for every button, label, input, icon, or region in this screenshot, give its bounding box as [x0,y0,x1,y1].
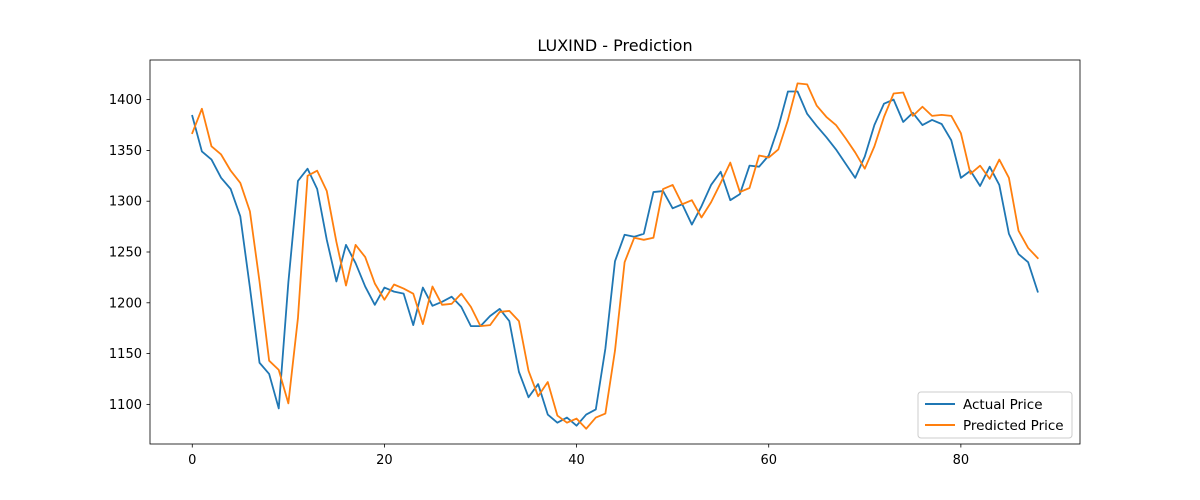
series-line-actual-price [191,90,1039,427]
y-tick-label: 1400 [109,93,142,108]
x-tick-label: 80 [953,453,970,468]
x-tick-label: 20 [376,453,393,468]
x-axis-ticks: 0 20 40 60 80 [188,444,969,468]
x-tick-label: 40 [568,453,585,468]
chart-title: LUXIND - Prediction [537,36,692,55]
plot-area-frame [149,59,1081,445]
series-lines [191,82,1040,430]
y-tick-label: 1100 [109,398,142,413]
x-tick-label: 60 [760,453,777,468]
series-line-predicted-price [191,82,1040,430]
y-tick-label: 1200 [109,296,142,311]
y-tick-label: 1150 [109,347,142,362]
legend: Actual Price Predicted Price [917,391,1073,439]
y-tick-label: 1300 [109,195,142,210]
legend-label-actual: Actual Price [963,397,1043,413]
y-tick-label: 1350 [109,144,142,159]
legend-box [917,391,1073,439]
legend-label-predicted: Predicted Price [963,418,1064,434]
y-tick-label: 1250 [109,246,142,261]
x-tick-label: 0 [188,453,196,468]
y-axis-ticks: 1100 1150 1200 1250 1300 1350 1400 [109,93,150,413]
